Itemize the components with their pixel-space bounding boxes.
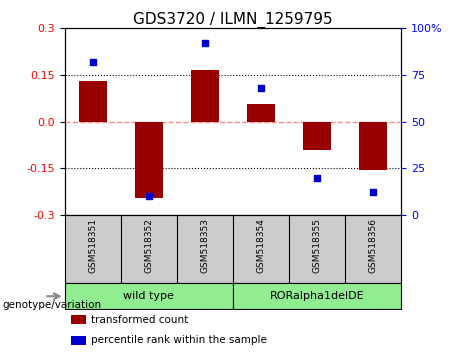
Text: GSM518351: GSM518351 [88,218,97,273]
Text: percentile rank within the sample: percentile rank within the sample [91,335,267,345]
Bar [135,121,163,198]
Text: GSM518356: GSM518356 [368,218,378,273]
Bar [247,104,275,121]
Point [313,175,321,180]
Text: GSM518353: GSM518353 [200,218,209,273]
Point [257,85,265,91]
Bar [303,121,331,149]
Bar [191,70,219,121]
Text: GSM518355: GSM518355 [313,218,321,273]
Bar [65,283,233,309]
Point [369,190,377,195]
Title: GDS3720 / ILMN_1259795: GDS3720 / ILMN_1259795 [133,12,333,28]
Text: transformed count: transformed count [91,315,189,325]
Point [89,59,96,65]
Bar [71,315,86,324]
Text: GSM518354: GSM518354 [256,218,266,273]
Text: wild type: wild type [123,291,174,301]
Text: RORalpha1delDE: RORalpha1delDE [270,291,364,301]
Point [145,193,152,199]
Bar [233,283,401,309]
Bar [359,121,387,170]
Point [201,40,208,46]
Text: GSM518352: GSM518352 [144,218,153,273]
Text: genotype/variation: genotype/variation [2,300,101,310]
Bar [71,336,86,345]
Bar [78,81,106,121]
